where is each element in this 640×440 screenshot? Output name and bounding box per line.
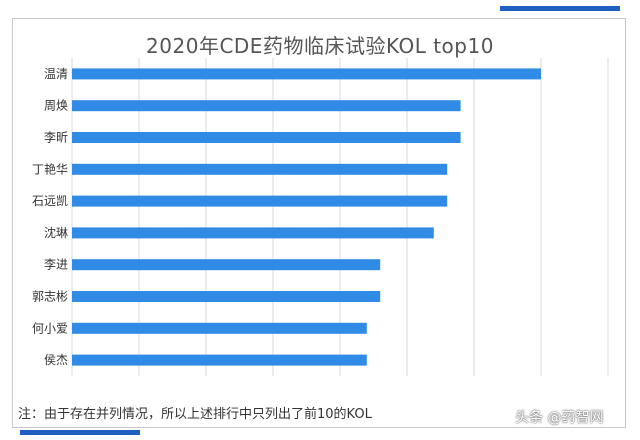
chart-title: 2020年CDE药物临床试验KOL top10 bbox=[146, 34, 494, 58]
bar bbox=[72, 227, 434, 239]
category-label: 温清 bbox=[44, 67, 68, 81]
category-label: 李进 bbox=[44, 257, 68, 272]
category-label: 何小爱 bbox=[32, 321, 68, 335]
bar bbox=[72, 132, 461, 143]
bar bbox=[72, 163, 448, 175]
bar bbox=[72, 291, 381, 302]
category-label: 沈琳 bbox=[44, 225, 68, 240]
category-label: 石远凯 bbox=[32, 194, 68, 208]
bar bbox=[72, 259, 381, 271]
footnote: 注：由于存在并列情况，所以上述排行中只列出了前10的KOL bbox=[18, 407, 372, 422]
accent-bar-top bbox=[500, 6, 620, 11]
bar bbox=[72, 195, 448, 207]
accent-bar-bottom bbox=[20, 430, 140, 435]
bar bbox=[72, 322, 367, 334]
category-label: 郭志彬 bbox=[32, 290, 68, 304]
category-label: 李昕 bbox=[44, 130, 68, 145]
bar bbox=[72, 354, 367, 366]
category-label: 丁艳华 bbox=[32, 161, 68, 176]
watermark: 头条 @药智网 bbox=[515, 410, 604, 426]
bar bbox=[72, 100, 461, 112]
bar bbox=[72, 68, 541, 80]
category-label: 周焕 bbox=[44, 99, 68, 113]
category-label: 侯杰 bbox=[44, 353, 68, 367]
